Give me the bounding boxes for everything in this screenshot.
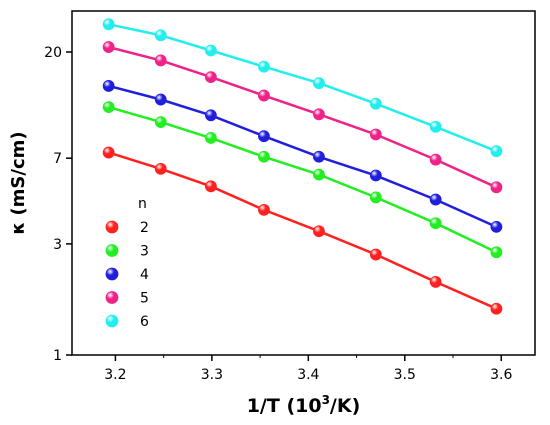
data-point-2: [313, 225, 325, 238]
data-point-5: [313, 108, 325, 121]
series-line-4: [108, 84, 497, 229]
legend-label-2: 2: [140, 220, 149, 236]
data-point-3: [204, 132, 217, 144]
data-point-6: [490, 145, 503, 158]
y-tick-label: 1: [53, 348, 62, 364]
data-point-3: [258, 150, 270, 163]
series-line-2: [108, 151, 497, 310]
data-point-3: [429, 217, 442, 230]
legend-marker-5: [105, 291, 119, 304]
legend-marker-3: [105, 244, 119, 257]
data-point-5: [490, 181, 503, 194]
data-point-4: [313, 150, 325, 163]
x-tick-label: 3.5: [394, 367, 416, 383]
x-tick-label: 3.3: [201, 367, 223, 383]
data-point-5: [429, 153, 442, 166]
data-point-4: [204, 109, 217, 122]
data-point-2: [258, 203, 270, 216]
y-tick-label: 7: [53, 151, 62, 167]
legend-label-6: 6: [140, 314, 149, 330]
series-points: [102, 18, 503, 315]
data-point-2: [102, 146, 115, 159]
legend-label-5: 5: [140, 291, 149, 307]
data-point-6: [313, 77, 325, 90]
data-point-6: [154, 29, 167, 42]
data-point-3: [154, 116, 167, 129]
data-point-5: [369, 128, 382, 141]
data-point-4: [102, 80, 115, 92]
x-tick-label: 3.2: [104, 367, 126, 383]
data-point-3: [369, 191, 382, 204]
legend-label-3: 3: [140, 244, 149, 260]
legend-marker-6: [105, 314, 119, 328]
legend-title: n: [138, 196, 147, 212]
data-point-6: [102, 18, 115, 31]
data-point-4: [429, 193, 442, 206]
y-tick-label: 3: [53, 237, 62, 253]
axis-ticks: 3.2 3.3 3.4 3.5 3.6 1 3 7 20: [44, 45, 512, 383]
x-tick-label: 3.6: [490, 367, 512, 383]
series-line-5: [108, 45, 497, 189]
data-point-4: [258, 130, 270, 143]
data-point-2: [204, 180, 217, 193]
x-tick-label: 3.4: [297, 367, 319, 383]
data-point-5: [102, 41, 115, 53]
data-point-6: [429, 120, 442, 133]
data-point-2: [369, 248, 382, 261]
y-tick-label: 20: [44, 45, 62, 61]
data-point-5: [204, 71, 217, 84]
data-point-6: [204, 44, 217, 57]
data-point-5: [154, 54, 167, 67]
x-axis-label-end: /K): [330, 395, 360, 417]
data-point-3: [490, 246, 503, 259]
legend-label-4: 4: [140, 267, 149, 283]
data-point-2: [154, 162, 167, 175]
data-point-2: [490, 302, 503, 315]
x-axis-label-sup: 3: [322, 393, 330, 407]
legend: n 2 3 4 5 6: [105, 196, 149, 330]
x-axis-label: 1/T (103/K): [247, 393, 361, 417]
series-lines: [108, 23, 497, 310]
legend-marker-4: [105, 267, 119, 281]
data-point-6: [369, 97, 382, 110]
data-point-4: [369, 169, 382, 182]
series-line-3: [108, 105, 497, 254]
data-point-3: [102, 101, 115, 114]
data-point-4: [154, 93, 167, 106]
data-point-5: [258, 89, 270, 102]
data-point-4: [490, 220, 503, 233]
series-line-6: [108, 23, 497, 153]
data-point-3: [313, 168, 325, 181]
y-axis-label: κ (mS/cm): [8, 131, 29, 234]
data-point-2: [429, 276, 442, 288]
data-point-6: [258, 60, 270, 73]
x-axis-label-main: 1/T (10: [247, 395, 322, 417]
plot-frame: [71, 10, 536, 356]
legend-marker-2: [105, 220, 119, 234]
